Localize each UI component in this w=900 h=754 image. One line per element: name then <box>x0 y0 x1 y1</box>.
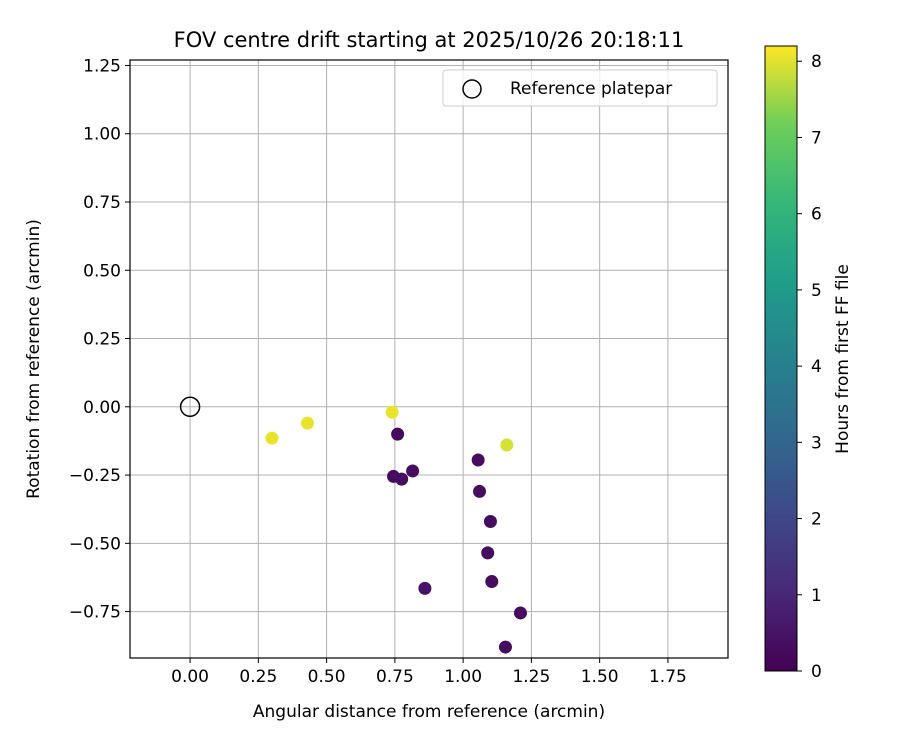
x-tick-label: 0.25 <box>239 667 277 687</box>
grid-lines <box>130 60 728 658</box>
scatter-point <box>395 472 409 486</box>
x-tick-label: 0.00 <box>171 667 209 687</box>
scatter-point <box>473 484 487 498</box>
x-axis-label: Angular distance from reference (arcmin) <box>253 702 605 722</box>
colorbar-tick-label: 2 <box>811 510 822 530</box>
scatter-point <box>265 431 279 445</box>
colorbar-tick-label: 1 <box>811 586 822 606</box>
legend-marker-icon <box>462 79 482 99</box>
y-tick-label: 0.75 <box>83 193 121 213</box>
data-points <box>179 396 527 654</box>
y-tick-label: −0.50 <box>69 534 121 554</box>
scatter-point <box>300 416 314 430</box>
y-tick-label: 0.50 <box>83 261 121 281</box>
colorbar-tick-label: 3 <box>811 433 822 453</box>
x-axis-ticks: 0.00 0.25 0.50 0.75 1.00 1.25 1.50 1.75 <box>171 658 687 687</box>
colorbar-tick-label: 8 <box>811 52 822 72</box>
y-tick-label: −0.25 <box>69 466 121 486</box>
x-tick-label: 1.75 <box>649 667 687 687</box>
scatter-point <box>391 427 405 441</box>
colorbar-tick-label: 4 <box>811 357 822 377</box>
colorbar: 0 1 2 3 4 5 6 7 8 Hours from first FF file <box>764 45 853 682</box>
x-tick-label: 1.50 <box>581 667 619 687</box>
y-axis-label: Rotation from reference (arcmin) <box>24 219 44 499</box>
colorbar-tick-label: 0 <box>811 662 822 682</box>
y-axis-ticks: −0.75 −0.50 −0.25 0.00 0.25 0.50 0.75 1.00 1.25 <box>69 56 130 623</box>
scatter-point <box>500 438 514 452</box>
x-tick-label: 1.25 <box>512 667 550 687</box>
y-tick-label: 0.00 <box>83 398 121 418</box>
x-tick-label: 0.50 <box>308 667 346 687</box>
scatter-point <box>485 575 499 589</box>
chart-title: FOV centre drift starting at 2025/10/26 … <box>174 28 685 52</box>
colorbar-tick-label: 5 <box>811 281 822 301</box>
x-tick-label: 0.75 <box>376 667 414 687</box>
reference-point <box>179 396 201 418</box>
scatter-point <box>406 464 420 478</box>
colorbar-label: Hours from first FF file <box>833 264 853 454</box>
y-tick-label: −0.75 <box>69 603 121 623</box>
scatter-point <box>481 546 495 560</box>
y-tick-label: 1.00 <box>83 125 121 145</box>
colorbar-gradient <box>764 45 798 672</box>
scatter-point <box>483 514 497 528</box>
legend-label: Reference platepar <box>510 79 672 99</box>
colorbar-tick-label: 7 <box>811 128 822 148</box>
scatter-point <box>498 640 512 654</box>
colorbar-ticks: 0 1 2 3 4 5 6 7 8 <box>797 52 822 682</box>
y-tick-label: 0.25 <box>83 330 121 350</box>
colorbar-tick-label: 6 <box>811 205 822 225</box>
legend: Reference platepar <box>442 69 718 107</box>
scatter-point <box>418 581 432 595</box>
legend-box <box>442 69 718 107</box>
x-tick-label: 1.00 <box>444 667 482 687</box>
scatter-point <box>513 606 527 620</box>
plot-frame <box>129 59 729 659</box>
scatter-point <box>471 453 485 467</box>
scatter-point <box>385 405 399 419</box>
y-tick-label: 1.25 <box>83 56 121 76</box>
